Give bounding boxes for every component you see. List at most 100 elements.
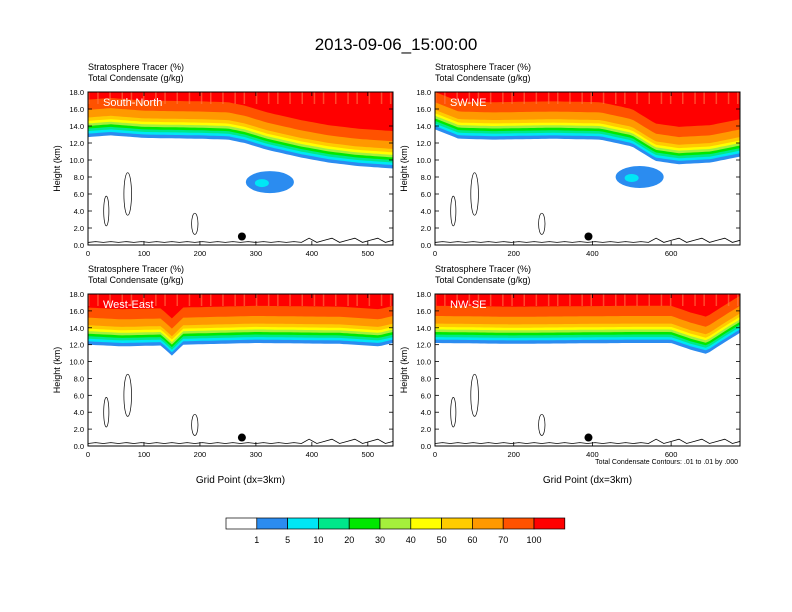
y-axis-label: Height (km) — [399, 145, 409, 192]
condensate-contour — [538, 212, 546, 235]
panel-title-line2: Total Condensate (g/kg) — [435, 275, 531, 285]
y-axis-label: Height (km) — [52, 145, 62, 192]
tracer-streak — [615, 92, 617, 104]
panel-west-east: West-East Stratosphere Tracer (%)Total Co… — [52, 264, 394, 486]
tracer-streak — [97, 294, 99, 306]
tracer-streak — [176, 92, 178, 104]
y-tick-label: 14.0 — [69, 122, 84, 131]
x-tick-label: 600 — [665, 450, 678, 459]
colorbar-label: 60 — [467, 535, 477, 545]
tracer-streak — [703, 294, 705, 306]
tracer-streak — [389, 92, 392, 104]
colorbar-box — [225, 517, 258, 530]
tracer-streak — [155, 294, 157, 306]
tracer-streak — [557, 92, 559, 104]
panel-title-line1: Stratosphere Tracer (%) — [88, 264, 184, 274]
colorbar-box — [441, 517, 473, 530]
tracer-streak — [142, 92, 145, 104]
y-tick-label: 2.0 — [74, 425, 84, 434]
x-tick-label: 100 — [138, 450, 151, 459]
tracer-blob — [615, 166, 664, 188]
tracer-streak — [535, 294, 538, 306]
y-tick-label: 18.0 — [69, 290, 84, 299]
plot-area — [435, 92, 740, 245]
location-marker — [584, 433, 593, 442]
tracer-streak — [389, 294, 392, 306]
tracer-streak — [456, 92, 458, 104]
tracer-streak — [277, 294, 279, 306]
tracer-streak — [602, 294, 605, 306]
y-tick-label: 2.0 — [74, 224, 84, 233]
tracer-streak — [121, 294, 123, 306]
plot-frame — [87, 293, 394, 447]
x-tick-label: 400 — [306, 450, 319, 459]
tracer-streak — [380, 92, 383, 104]
tracer-streak — [624, 92, 626, 104]
y-tick-label: 16.0 — [416, 105, 431, 114]
tracer-streak — [581, 294, 583, 306]
tracer-streak — [176, 294, 178, 306]
colorbar-box — [318, 517, 350, 530]
tracer-streak — [368, 92, 371, 104]
tracer-streak — [477, 294, 480, 306]
panel-title-line2: Total Condensate (g/kg) — [88, 73, 184, 83]
tracer-streak — [164, 92, 166, 104]
panel-title-line1: Stratosphere Tracer (%) — [88, 62, 184, 72]
colorbar-label: 30 — [375, 535, 385, 545]
panel-title-line2: Total Condensate (g/kg) — [88, 275, 184, 285]
tracer-streak — [142, 294, 145, 306]
main-title: 2013-09-06_15:00:00 — [315, 35, 478, 54]
condensate-contour — [470, 373, 479, 417]
tracer-streak — [289, 92, 291, 104]
terrain-line — [88, 237, 393, 243]
y-axis-label: Height (km) — [399, 347, 409, 394]
tracer-streak — [444, 294, 446, 306]
tracer-band-level-10 — [435, 294, 740, 317]
panel-label: West-East — [103, 299, 154, 311]
x-tick-label: 600 — [665, 249, 678, 258]
tracer-streak — [569, 294, 571, 306]
x-tick-label: 400 — [586, 249, 599, 258]
y-tick-label: 4.0 — [421, 207, 431, 216]
tracer-streak — [590, 92, 592, 104]
y-tick-label: 0.0 — [421, 442, 431, 451]
y-tick-label: 16.0 — [69, 307, 84, 316]
colorbar-label: 10 — [313, 535, 323, 545]
tracer-streak — [322, 294, 325, 306]
tracer-streak — [682, 92, 684, 104]
panel-title-line1: Stratosphere Tracer (%) — [435, 62, 531, 72]
condensate-contour — [103, 195, 110, 227]
y-tick-label: 6.0 — [74, 391, 84, 400]
tracer-streak — [636, 294, 638, 306]
tracer-streak — [737, 294, 739, 306]
tracer-streak — [289, 294, 291, 306]
y-tick-label: 8.0 — [74, 374, 84, 383]
tracer-streak — [727, 92, 730, 104]
plot-frame — [434, 91, 741, 246]
y-tick-label: 14.0 — [416, 324, 431, 333]
tracer-streak — [277, 92, 279, 104]
tracer-streak — [255, 92, 258, 104]
y-tick-label: 4.0 — [74, 408, 84, 417]
y-tick-label: 8.0 — [421, 374, 431, 383]
x-tick-label: 0 — [86, 450, 90, 459]
condensate-contour — [191, 212, 199, 235]
x-tick-label: 200 — [507, 249, 520, 258]
tracer-streak — [335, 92, 337, 104]
tracer-streak — [200, 92, 203, 104]
condensate-contour — [450, 195, 457, 227]
tracer-streak — [669, 92, 672, 104]
y-tick-label: 10.0 — [416, 156, 431, 165]
tracer-streak — [335, 294, 337, 306]
tracer-streak — [255, 294, 258, 306]
tracer-streak — [164, 294, 166, 306]
x-tick-label: 200 — [194, 249, 207, 258]
tracer-streak — [502, 92, 504, 104]
colorbar-box — [410, 517, 442, 530]
colorbar-label: 70 — [498, 535, 508, 545]
tracer-streak — [313, 92, 316, 104]
tracer-streak — [737, 92, 739, 104]
tracer-streak — [130, 294, 133, 306]
